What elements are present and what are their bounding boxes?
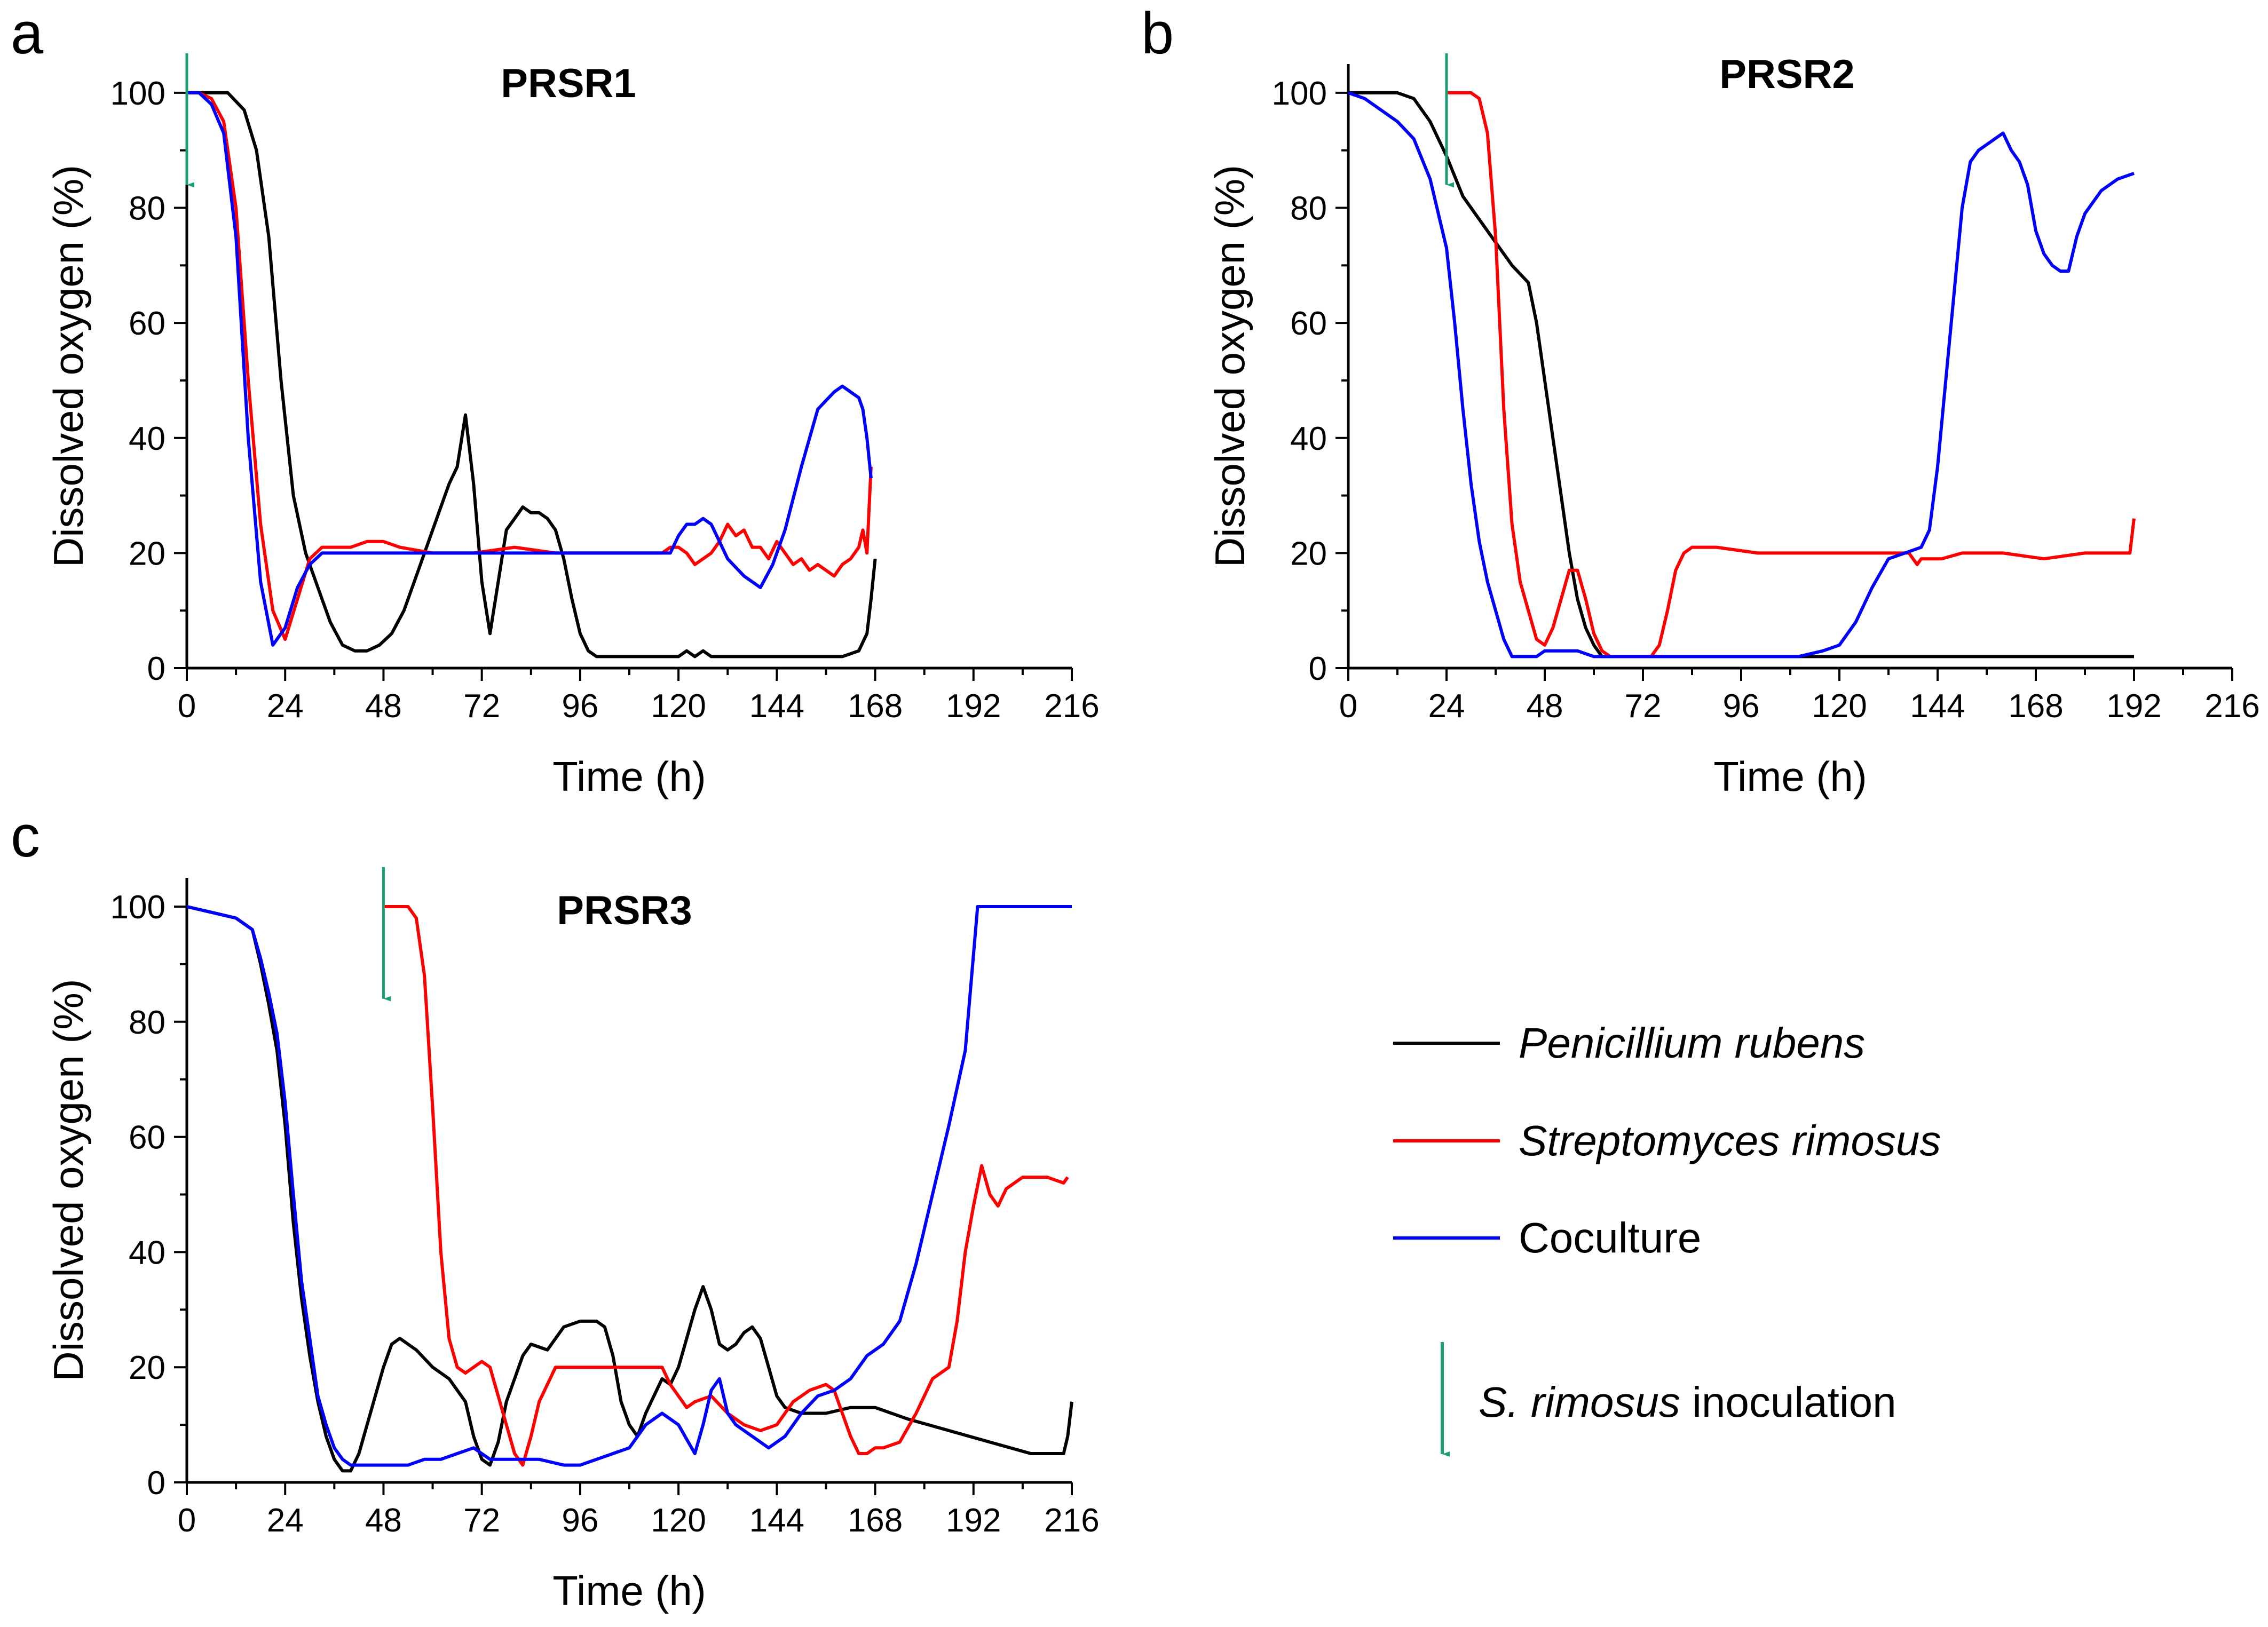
panel-c-x-tick-label: 72 (463, 1502, 500, 1539)
panel-c-x-tick-label: 216 (1044, 1502, 1099, 1539)
panel-a-y-axis-label: Dissolved oxygen (%) (45, 165, 92, 567)
panel-c-x-tick-label: 144 (749, 1502, 804, 1539)
legend-label-coculture: Coculture (1519, 1214, 1701, 1261)
panel-a-y-tick-label: 60 (129, 305, 165, 342)
legend: Penicillium rubens Streptomyces rimosus … (1393, 1019, 1941, 1457)
legend-item-penicillium: Penicillium rubens (1393, 1019, 1865, 1067)
panel-a-x-tick-label: 24 (267, 688, 304, 725)
legend-item-streptomyces: Streptomyces rimosus (1393, 1117, 1941, 1164)
panel-c-x-axis-label: Time (h) (552, 1567, 706, 1614)
panel-c-chart: c PRSR3 0 24 48 72 96 120 144 168 192 216 0 20 40 60 8… (11, 804, 1100, 1614)
legend-label-streptomyces: Streptomyces rimosus (1519, 1117, 1941, 1164)
panel-b-x-tick-label: 72 (1625, 688, 1662, 725)
panel-c-y-tick-label: 80 (129, 1004, 165, 1041)
legend-item-inoculation: S. rimosus inoculation (1441, 1342, 1896, 1457)
panel-b-y-tick-label: 40 (1290, 420, 1327, 457)
panel-c-x-tick-label: 48 (365, 1502, 402, 1539)
panel-a-x-axis-label: Time (h) (552, 753, 706, 800)
panel-b-y-tick-label: 80 (1290, 191, 1327, 227)
panel-b-y-tick-label: 20 (1290, 535, 1327, 572)
panel-c-x-tick-label: 24 (267, 1502, 304, 1539)
panel-a-y-tick-label: 0 (147, 650, 165, 687)
legend-label-inoculation-italic: S. rimosus (1479, 1378, 1680, 1426)
panel-c-y-tick-label: 40 (129, 1234, 165, 1271)
panel-a-x-tick-label: 144 (749, 688, 804, 725)
legend-label-inoculation-rest: inoculation (1680, 1378, 1896, 1426)
panel-c-series-coculture (186, 905, 1072, 1467)
panel-c-x-tick-label: 96 (562, 1502, 598, 1539)
panel-b-y-tick-label: 60 (1290, 305, 1327, 342)
panel-b-x-tick-label: 24 (1428, 688, 1465, 725)
panel-c-x-tick-label: 120 (651, 1502, 706, 1539)
panel-b-title: PRSR2 (1719, 52, 1854, 97)
panel-b-x-tick-label: 96 (1723, 688, 1760, 725)
panel-b-x-axis-label: Time (h) (1713, 753, 1867, 800)
panel-a-chart: a PRSR1 0 24 48 72 96 120 144 168 192 216 0 20 40 60 8… (11, 1, 1100, 800)
panel-a-x-tick-label: 72 (463, 688, 500, 725)
panel-c-x-tick-label: 192 (946, 1502, 1001, 1539)
panel-a-series-coculture (187, 91, 873, 647)
panel-a-x-tick-label: 0 (178, 688, 196, 725)
panel-c-x-tick-label: 0 (178, 1502, 196, 1539)
legend-label-inoculation: S. rimosus inoculation (1479, 1378, 1896, 1426)
panel-a-y-tick-label: 40 (129, 420, 165, 457)
panel-a-y-tick-label: 20 (129, 535, 165, 572)
panel-a-y-tick-label: 100 (110, 75, 165, 112)
panel-b-x-tick-label: 192 (2106, 688, 2161, 725)
panel-b-letter: b (1141, 1, 1174, 66)
panel-a-x-tick-label: 192 (946, 688, 1001, 725)
panel-b-series-streptomyces (1447, 91, 2136, 658)
legend-item-coculture: Coculture (1393, 1214, 1701, 1261)
panel-b-x-tick-label: 144 (1910, 688, 1965, 725)
panel-a-x-tick-label: 48 (365, 688, 402, 725)
panel-b-x-tick-label: 48 (1527, 688, 1563, 725)
panel-b-y-tick-label: 100 (1272, 75, 1327, 112)
panel-c-x-tick-label: 168 (848, 1502, 903, 1539)
panel-a-title: PRSR1 (501, 61, 636, 106)
panel-a-x-tick-label: 120 (651, 688, 706, 725)
panel-b-chart: b PRSR2 0 24 48 72 96 120 144 168 192 216 0 20 40 60 8… (1141, 1, 2260, 800)
panel-c-letter: c (11, 804, 40, 869)
panel-b-x-tick-label: 216 (2204, 688, 2259, 725)
panel-c-series-penicillium (186, 905, 1073, 1473)
panel-b-y-tick-label: 0 (1309, 650, 1327, 687)
legend-label-penicillium: Penicillium rubens (1519, 1019, 1865, 1067)
panel-a-y-tick-label: 80 (129, 191, 165, 227)
panel-a-x-tick-label: 96 (562, 688, 598, 725)
panel-b-x-tick-label: 120 (1812, 688, 1867, 725)
panel-c-y-axis-label: Dissolved oxygen (%) (45, 979, 92, 1381)
panel-a-x-tick-label: 216 (1044, 688, 1099, 725)
panel-c-y-tick-label: 100 (110, 889, 165, 926)
panel-b-x-tick-label: 0 (1339, 688, 1357, 725)
panel-c-y-tick-label: 0 (147, 1465, 165, 1502)
panel-a-series-streptomyces (187, 91, 873, 641)
panel-c-y-tick-label: 20 (129, 1350, 165, 1386)
panel-b-y-axis-label: Dissolved oxygen (%) (1206, 165, 1253, 567)
panel-a-letter: a (11, 1, 44, 66)
panel-c-title: PRSR3 (557, 888, 692, 933)
panel-a-x-tick-label: 168 (848, 688, 903, 725)
panel-b-series-coculture (1348, 91, 2135, 658)
panel-b-x-tick-label: 168 (2008, 688, 2063, 725)
panel-a-series-penicillium (187, 91, 877, 658)
panel-c-series-streptomyces (383, 905, 1069, 1467)
panel-c-y-tick-label: 60 (129, 1120, 165, 1156)
panel-b-series-penicillium (1348, 91, 2134, 658)
